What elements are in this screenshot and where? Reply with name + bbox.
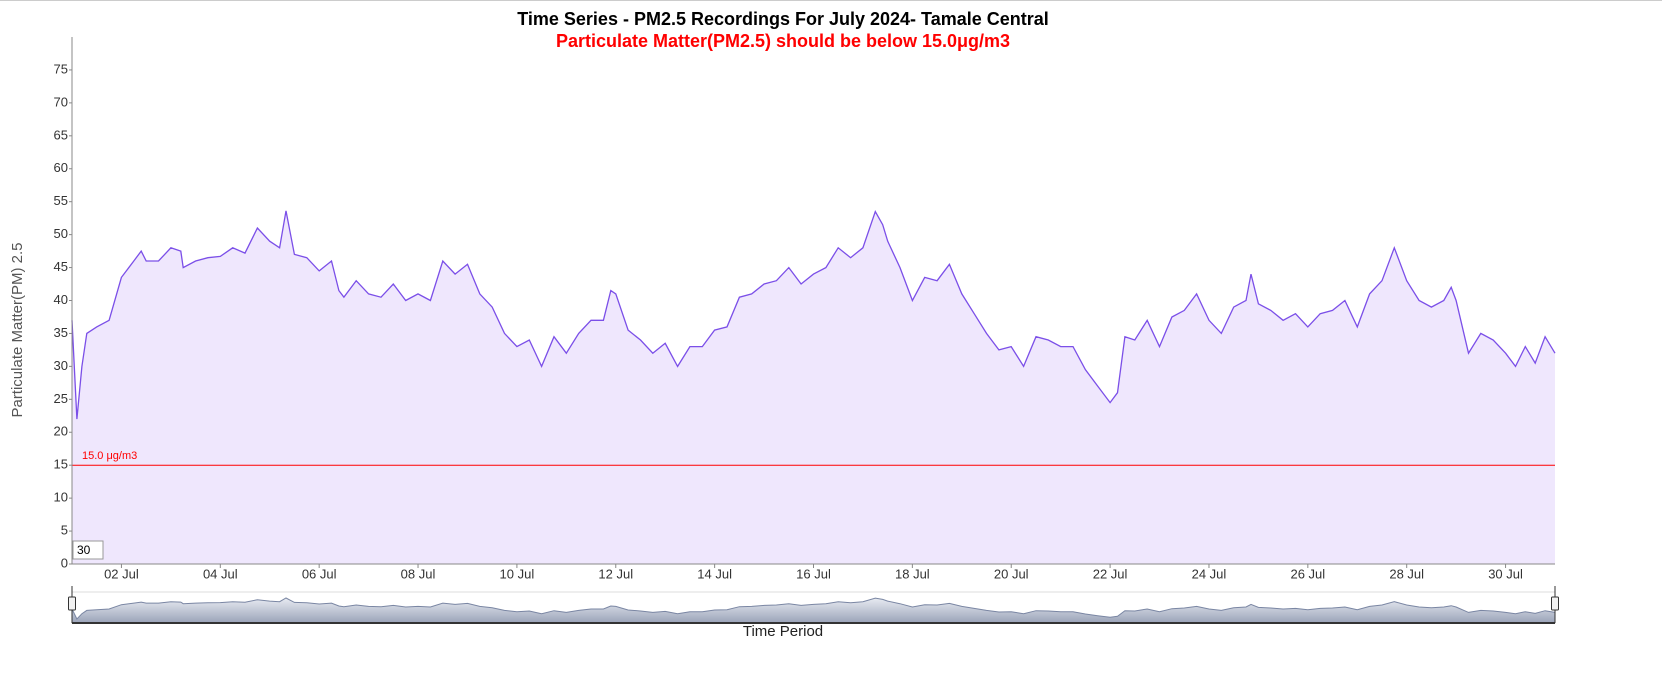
x-tick-label: 18 Jul (895, 566, 930, 581)
navigator-handle[interactable] (68, 596, 76, 611)
y-tick-label: 65 (54, 127, 68, 142)
y-tick-label: 15 (54, 457, 68, 472)
x-tick-label: 02 Jul (104, 566, 139, 581)
x-tick-label: 08 Jul (401, 566, 436, 581)
navigator-handle[interactable] (1551, 596, 1559, 611)
x-tick-label: 16 Jul (796, 566, 831, 581)
y-tick-label: 0 (61, 555, 68, 570)
x-tick-label: 26 Jul (1290, 566, 1325, 581)
y-tick-label: 10 (54, 490, 68, 505)
navigator-line (71, 597, 1556, 620)
y-tick-label: 70 (54, 94, 68, 109)
y-tick-label: 75 (54, 61, 68, 76)
series-line (71, 210, 1556, 420)
y-axis-label: Particulate Matter(PM) 2.5 (9, 242, 26, 417)
y-tick-label: 5 (61, 523, 68, 538)
y-tick-label: 45 (54, 259, 68, 274)
x-tick-label: 28 Jul (1389, 566, 1424, 581)
area-fill (72, 210, 1555, 564)
x-axis-label: Time Period (743, 623, 823, 640)
x-tick-label: 10 Jul (500, 566, 535, 581)
y-tick-label: 60 (54, 160, 68, 175)
x-tick-label: 24 Jul (1192, 566, 1227, 581)
y-tick-label: 40 (54, 292, 68, 307)
x-tick-label: 12 Jul (598, 566, 633, 581)
y-tick-label: 25 (54, 391, 68, 406)
chart-subtitle: Particulate Matter(PM2.5) should be belo… (556, 31, 1010, 51)
x-tick-label: 04 Jul (203, 566, 238, 581)
y-tick-label: 55 (54, 193, 68, 208)
x-tick-label: 20 Jul (994, 566, 1029, 581)
period-input[interactable] (72, 540, 104, 560)
navigator-area (72, 598, 1555, 623)
period-input-value: 30 (77, 543, 91, 557)
threshold-label: 15.0 μg/m3 (82, 450, 137, 462)
y-tick-label: 30 (54, 358, 68, 373)
y-tick-label: 35 (54, 325, 68, 340)
y-tick-label: 50 (54, 226, 68, 241)
x-tick-label: 06 Jul (302, 566, 337, 581)
y-tick-label: 20 (54, 424, 68, 439)
chart-title: Time Series - PM2.5 Recordings For July … (517, 9, 1049, 29)
x-tick-label: 14 Jul (697, 566, 732, 581)
x-tick-label: 22 Jul (1093, 566, 1128, 581)
x-tick-label: 30 Jul (1488, 566, 1523, 581)
